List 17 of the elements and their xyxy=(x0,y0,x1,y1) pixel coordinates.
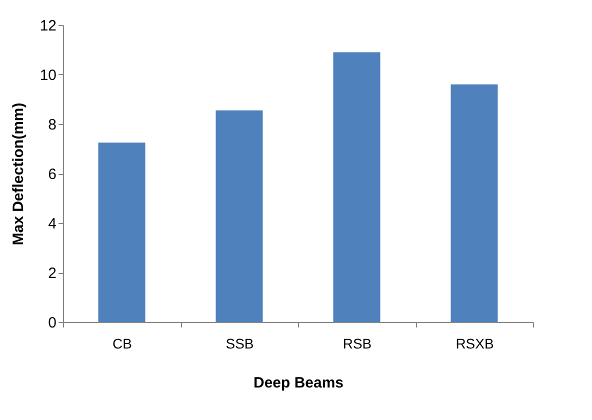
y-tick-label: 4 xyxy=(48,216,56,232)
bar xyxy=(450,84,498,322)
y-tick-label: 0 xyxy=(48,314,56,332)
y-tick-label: 12 xyxy=(40,18,56,34)
bar xyxy=(216,110,263,322)
x-tick-label: RSB xyxy=(342,336,372,352)
x-tick-label: CB xyxy=(112,336,132,352)
y-axis-title: Max Deflection(mm) xyxy=(10,102,27,246)
x-axis-title: Deep Beams xyxy=(253,374,344,392)
y-tick-label: 6 xyxy=(48,166,56,183)
y-tick-label: 8 xyxy=(48,116,56,134)
bar xyxy=(333,52,380,322)
y-tick-label: 2 xyxy=(48,265,56,282)
y-tick-label: 10 xyxy=(40,67,56,84)
x-tick-label: RSXB xyxy=(456,336,494,352)
bar xyxy=(98,142,146,322)
x-tick-label: SSB xyxy=(226,336,254,352)
